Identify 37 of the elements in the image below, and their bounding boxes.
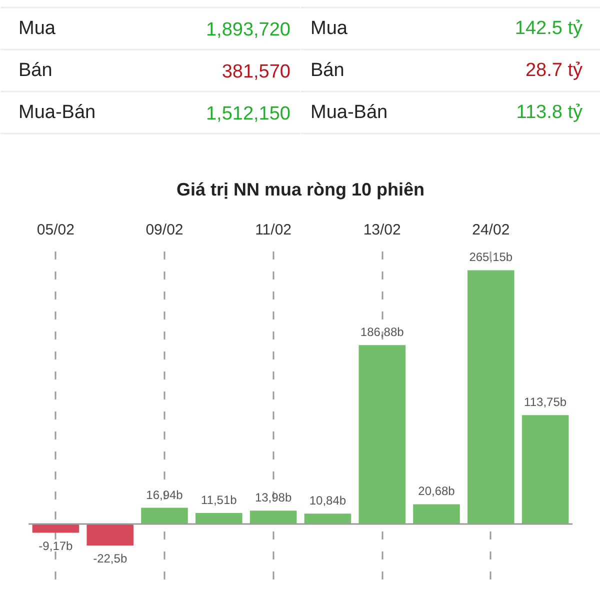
- x-tick-label: 11/02: [255, 222, 292, 238]
- data-label: 1,893,720: [206, 20, 291, 41]
- category-label: Bán: [310, 60, 344, 81]
- data-label: -9,17b: [38, 538, 74, 553]
- data-label: 113.8 tỷ: [516, 102, 583, 123]
- data-label: 113,75b: [524, 395, 567, 410]
- x-tick-label: 05/02: [36, 222, 74, 238]
- bar: [468, 270, 514, 524]
- bar: [413, 504, 460, 524]
- bar: [141, 508, 188, 524]
- bar: [86, 524, 134, 546]
- data-label: 381,570: [222, 62, 291, 82]
- data-label: 11,51b: [200, 492, 238, 507]
- category-label: Mua: [18, 18, 56, 40]
- data-label: 13,98b: [254, 490, 292, 505]
- bar: [522, 415, 569, 524]
- category-label: Mua: [310, 18, 348, 40]
- data-label: 10,84b: [309, 494, 346, 508]
- data-label: 265,15b: [469, 250, 513, 264]
- data-label: -22,5b: [93, 552, 128, 566]
- x-tick-label: 09/02: [146, 222, 184, 238]
- category-label: Mua-Bán: [310, 102, 388, 123]
- x-tick-label: 13/02: [363, 222, 401, 238]
- bar: [304, 514, 352, 524]
- category-label: Bán: [18, 60, 52, 81]
- data-label: 186,88b: [360, 325, 404, 340]
- x-tick-label: 24/02: [472, 222, 510, 238]
- bar: [358, 345, 406, 524]
- data-label: 28.7 tỷ: [525, 60, 583, 81]
- data-label: 142.5 tỷ: [514, 18, 583, 40]
- bar: [250, 510, 297, 524]
- category-label: Mua-Bán: [18, 102, 96, 123]
- data-label: 20,68b: [418, 484, 456, 498]
- chart-title: Giá trị NN mua ròng 10 phiên: [176, 180, 425, 200]
- bar: [196, 512, 242, 524]
- bar: [32, 524, 80, 533]
- data-label: 1,512,150: [206, 103, 291, 124]
